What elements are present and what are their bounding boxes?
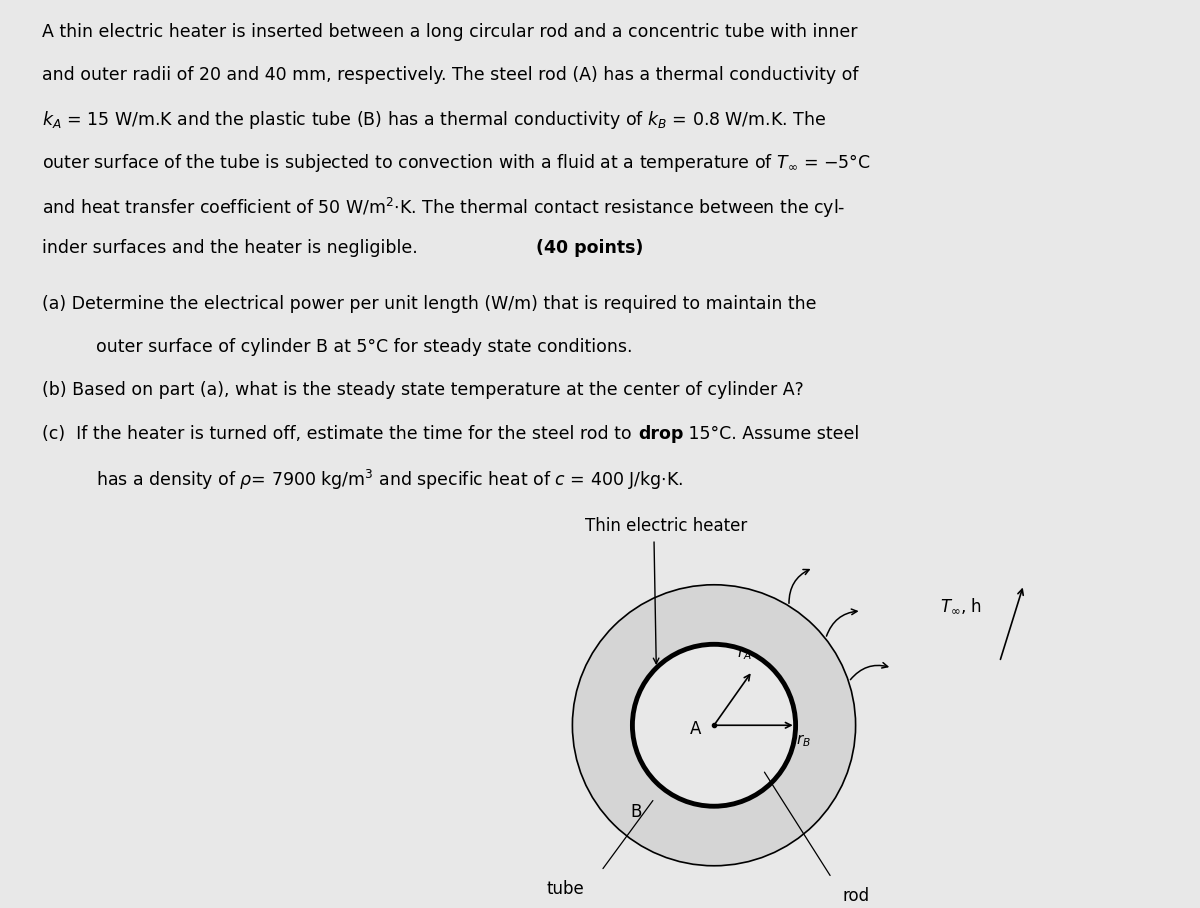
Text: (a) Determine the electrical power per unit length (W/m) that is required to mai: (a) Determine the electrical power per u… xyxy=(42,295,816,313)
Text: drop: drop xyxy=(638,425,684,443)
Text: (b) Based on part (a), what is the steady state temperature at the center of cyl: (b) Based on part (a), what is the stead… xyxy=(42,381,804,400)
Text: outer surface of cylinder B at 5°C for steady state conditions.: outer surface of cylinder B at 5°C for s… xyxy=(96,338,632,356)
Text: (40 points): (40 points) xyxy=(536,239,643,257)
Text: and heat transfer coefficient of 50 W/m$^2$$\cdot$K. The thermal contact resista: and heat transfer coefficient of 50 W/m$… xyxy=(42,195,846,220)
Text: (c)  If the heater is turned off, estimate the time for the steel rod to: (c) If the heater is turned off, estimat… xyxy=(42,425,637,443)
Text: rod: rod xyxy=(842,887,869,905)
Text: A thin electric heater is inserted between a long circular rod and a concentric : A thin electric heater is inserted betwe… xyxy=(42,23,858,41)
Text: inder surfaces and the heater is negligible.: inder surfaces and the heater is negligi… xyxy=(42,239,424,257)
Text: A: A xyxy=(690,720,702,738)
Ellipse shape xyxy=(572,585,856,865)
Text: Thin electric heater: Thin electric heater xyxy=(584,517,748,535)
Text: tube: tube xyxy=(546,880,584,898)
Text: outer surface of the tube is subjected to convection with a fluid at a temperatu: outer surface of the tube is subjected t… xyxy=(42,153,871,174)
Text: $r_A$: $r_A$ xyxy=(737,646,751,663)
Text: $T_{\infty}$, h: $T_{\infty}$, h xyxy=(940,597,982,616)
Text: 15°C. Assume steel: 15°C. Assume steel xyxy=(683,425,859,443)
Text: has a density of $\rho$= 7900 kg/m$^3$ and specific heat of $c$ = 400 J/kg$\cdot: has a density of $\rho$= 7900 kg/m$^3$ a… xyxy=(96,468,683,492)
Text: $r_B$: $r_B$ xyxy=(797,733,811,749)
Text: and outer radii of 20 and 40 mm, respectively. The steel rod (A) has a thermal c: and outer radii of 20 and 40 mm, respect… xyxy=(42,65,858,84)
Text: B: B xyxy=(630,804,642,822)
Ellipse shape xyxy=(632,645,796,806)
Text: $k_A$ = 15 W/m.K and the plastic tube (B) has a thermal conductivity of $k_B$ = : $k_A$ = 15 W/m.K and the plastic tube (B… xyxy=(42,109,826,131)
